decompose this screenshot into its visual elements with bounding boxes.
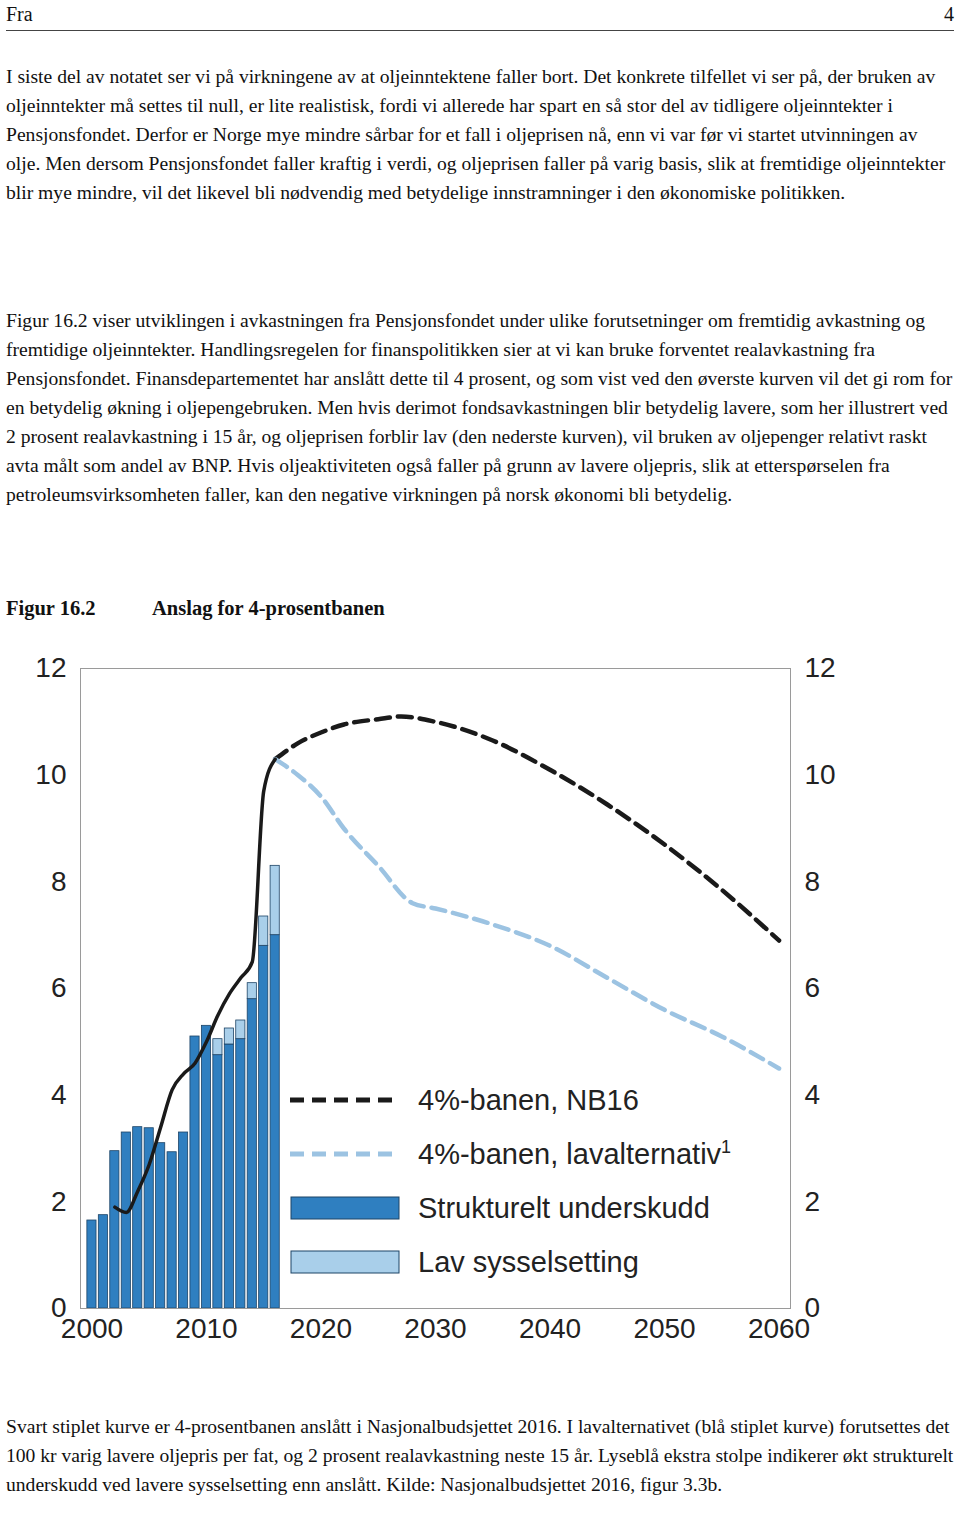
svg-text:2040: 2040 [519, 1313, 581, 1344]
svg-text:8: 8 [51, 866, 67, 897]
svg-text:0: 0 [51, 1292, 67, 1323]
svg-text:2010: 2010 [175, 1313, 237, 1344]
html-text:Figur 16.2 viser utviklingen i: Figur 16.2 viser utviklingen i avkastnin… [6, 310, 953, 505]
svg-text:2050: 2050 [633, 1313, 695, 1344]
svg-text:4: 4 [51, 1079, 67, 1110]
html-text:4%-banen, lavalternativ1: 4%-banen, lavalternativ1 [418, 1137, 732, 1170]
svg-text:2: 2 [51, 1186, 67, 1217]
svg-text:10: 10 [805, 759, 836, 790]
svg-text:8: 8 [805, 866, 821, 897]
html-text:Figur 16.2: Figur 16.2 [6, 597, 96, 619]
html-text:I siste del av notatet ser vi: I siste del av notatet ser vi på virknin… [6, 66, 946, 203]
svg-text:4: 4 [805, 1079, 821, 1110]
html-text:Anslag for 4-prosentbanen: Anslag for 4-prosentbanen [152, 597, 385, 619]
svg-text:10: 10 [35, 759, 66, 790]
svg-text:6: 6 [805, 972, 821, 1003]
svg-text:2000: 2000 [61, 1313, 123, 1344]
html-text:Lav sysselsetting: Lav sysselsetting [418, 1245, 639, 1278]
svg-text:12: 12 [35, 652, 66, 683]
svg-text:6: 6 [51, 972, 67, 1003]
html-text:4%-banen, NB16: 4%-banen, NB16 [418, 1083, 639, 1116]
svg-text:12: 12 [805, 652, 836, 683]
svg-text:2060: 2060 [748, 1313, 810, 1344]
html-text:4: 4 [944, 3, 954, 25]
svg-text:2: 2 [805, 1186, 821, 1217]
svg-text:2020: 2020 [290, 1313, 352, 1344]
svg-text:2030: 2030 [404, 1313, 466, 1344]
html-text:Svart stiplet kurve er 4-prose: Svart stiplet kurve er 4-prosentbanen an… [6, 1416, 954, 1495]
svg-text:0: 0 [805, 1292, 821, 1323]
html-text:Fra: Fra [6, 3, 33, 25]
html-text:Strukturelt underskudd: Strukturelt underskudd [418, 1191, 710, 1224]
